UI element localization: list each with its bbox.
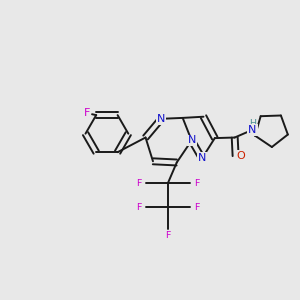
Text: F: F bbox=[83, 108, 90, 118]
Text: N: N bbox=[188, 136, 196, 146]
Text: N: N bbox=[157, 114, 166, 124]
Text: O: O bbox=[237, 151, 245, 161]
Text: N: N bbox=[248, 125, 257, 135]
Text: F: F bbox=[136, 202, 142, 211]
Text: H: H bbox=[249, 119, 256, 128]
Text: F: F bbox=[165, 231, 170, 240]
Text: F: F bbox=[136, 179, 142, 188]
Text: F: F bbox=[194, 179, 200, 188]
Text: F: F bbox=[194, 202, 200, 211]
Text: N: N bbox=[198, 153, 206, 163]
